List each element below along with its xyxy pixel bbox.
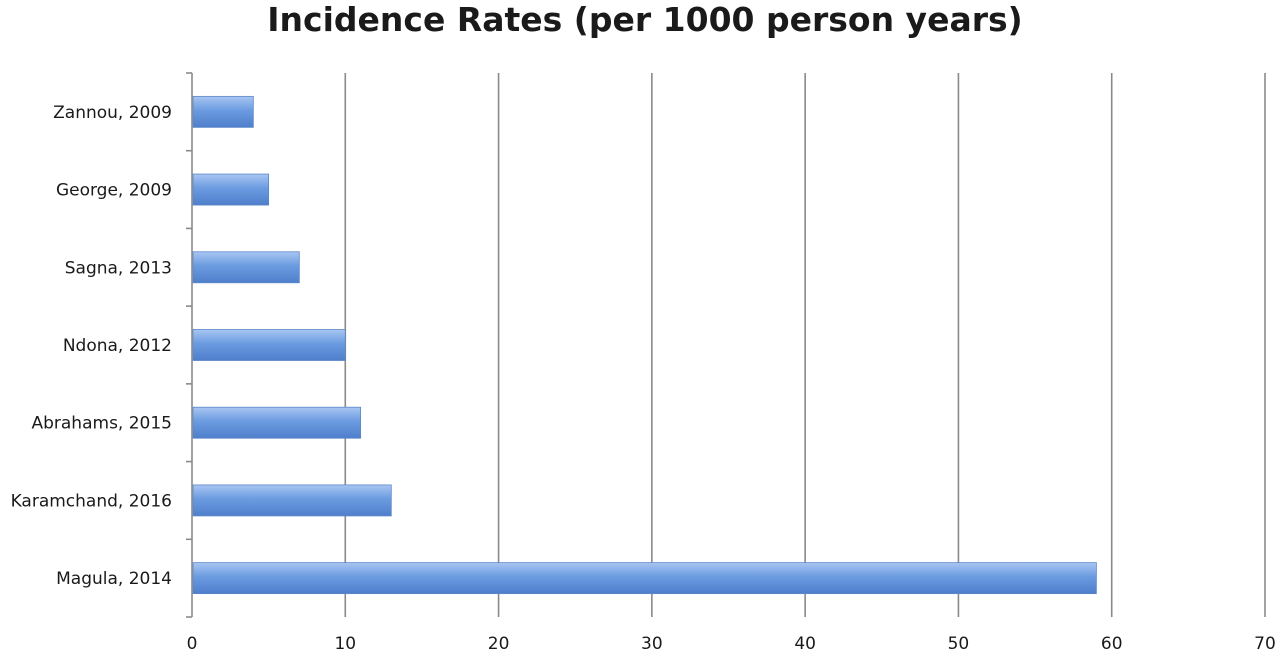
labels: 0 10 20 30 40 50 60 70 Zannou, 2009 George, 2009 S… (11, 103, 1276, 654)
x-tick-label: 30 (641, 634, 663, 654)
x-tick-label: 0 (187, 634, 198, 654)
bar (192, 484, 392, 517)
category-label: Karamchand, 2016 (11, 491, 172, 511)
bar (192, 251, 300, 284)
x-tick-label: 20 (488, 634, 510, 654)
gridlines (344, 73, 1266, 617)
x-tick-label: 40 (794, 634, 816, 654)
bar (192, 406, 362, 439)
category-label: Ndona, 2012 (63, 336, 172, 356)
bar (192, 95, 254, 128)
bar (192, 329, 346, 361)
category-label: Magula, 2014 (56, 569, 172, 589)
bars (192, 95, 1097, 595)
axes (186, 72, 193, 618)
bar (192, 562, 1097, 595)
x-tick-label: 10 (334, 634, 356, 654)
x-tick-label: 50 (948, 634, 970, 654)
bar (192, 173, 270, 206)
category-label: Sagna, 2013 (65, 258, 172, 278)
x-tick-label: 60 (1101, 634, 1123, 654)
x-tick-label: 70 (1254, 634, 1276, 654)
chart-title: Incidence Rates (per 1000 person years) (267, 0, 1022, 39)
category-label: Abrahams, 2015 (31, 414, 172, 434)
category-label: Zannou, 2009 (53, 103, 172, 123)
category-label: George, 2009 (56, 181, 172, 201)
